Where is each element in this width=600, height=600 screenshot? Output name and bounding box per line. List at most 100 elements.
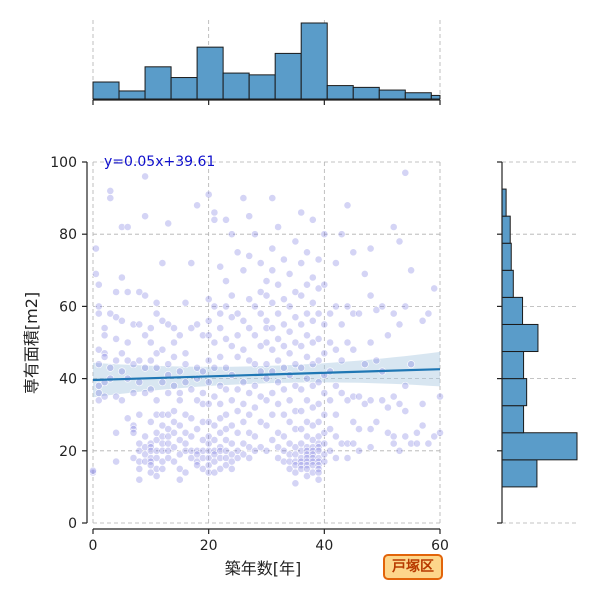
scatter-point xyxy=(279,457,288,466)
regression-line xyxy=(92,368,441,382)
scatter-point xyxy=(268,266,277,275)
scatter-point xyxy=(222,385,230,394)
y-tick-label: 40 xyxy=(59,372,77,388)
scatter-point xyxy=(256,342,265,350)
scatter-point xyxy=(314,309,323,318)
scatter-point xyxy=(135,320,144,329)
scatter-point xyxy=(360,360,369,369)
x-histogram-bar xyxy=(196,46,224,100)
scatter-point xyxy=(129,360,138,369)
scatter-point xyxy=(372,356,381,365)
scatter-point xyxy=(141,432,149,441)
scatter-point xyxy=(366,338,375,347)
scatter-point xyxy=(262,338,271,347)
scatter-point xyxy=(141,212,149,221)
scatter-point xyxy=(303,352,311,361)
scatter-point xyxy=(129,428,138,437)
scatter-point xyxy=(170,407,178,415)
scatter-point xyxy=(314,475,323,484)
scatter-point xyxy=(326,446,334,455)
scatter-point xyxy=(412,428,421,437)
scatter-point xyxy=(436,392,444,401)
scatter-point xyxy=(245,251,254,260)
scatter-point xyxy=(193,425,201,433)
scatter-point xyxy=(210,392,219,401)
scatter-point xyxy=(320,320,329,329)
scatter-point xyxy=(222,277,230,285)
scatter-point xyxy=(326,367,334,376)
scatter-point xyxy=(303,432,311,441)
scatter-point xyxy=(250,331,259,340)
scatter-point xyxy=(118,367,126,376)
scatter-point xyxy=(187,432,196,441)
scatter-point xyxy=(279,295,288,304)
scatter-point xyxy=(239,450,248,459)
scatter-point xyxy=(401,381,410,390)
scatter-point xyxy=(250,381,259,390)
scatter-point xyxy=(303,280,311,289)
scatter-point xyxy=(158,410,167,419)
scatter-point xyxy=(233,428,242,437)
scatter-point xyxy=(245,295,254,304)
scatter-point xyxy=(123,338,132,347)
scatter-point xyxy=(152,309,161,318)
scatter-point xyxy=(337,389,346,397)
scatter-point xyxy=(297,291,306,300)
scatter-point xyxy=(250,403,259,412)
scatter-point xyxy=(181,468,190,477)
y-axis-title: 専有面積[m2] xyxy=(22,292,41,394)
scatter-point xyxy=(279,363,288,372)
regression-line-layer xyxy=(92,368,441,382)
scatter-point xyxy=(193,201,201,210)
scatter-point xyxy=(297,342,306,350)
x-axis-title: 築年数[年] xyxy=(225,559,302,578)
scatter-point xyxy=(106,363,115,372)
scatter-point xyxy=(383,331,392,340)
scatter-point xyxy=(245,356,254,365)
scatter-point xyxy=(343,338,352,347)
scatter-point xyxy=(175,367,184,376)
scatter-point xyxy=(123,223,132,231)
scatter-point xyxy=(262,277,271,285)
scatter-point xyxy=(268,389,277,397)
scatter-point xyxy=(245,410,254,419)
scatter-point xyxy=(250,360,259,369)
scatter-point xyxy=(204,399,213,408)
scatter-point xyxy=(245,212,254,221)
scatter-point xyxy=(430,432,439,441)
scatter-point xyxy=(308,468,317,477)
y-histogram-bar xyxy=(501,378,528,407)
scatter-point xyxy=(424,439,433,448)
scatter-point xyxy=(308,316,317,325)
scatter-point xyxy=(106,194,115,202)
scatter-point xyxy=(320,439,329,448)
scatter-point xyxy=(245,428,254,437)
axes-layer: 0 20 40 60 0 20 40 60 80 100 xyxy=(50,99,503,554)
scatter-point xyxy=(262,291,271,300)
y-tick-label: 100 xyxy=(50,155,77,171)
scatter-point xyxy=(210,457,219,466)
scatter-point xyxy=(308,273,317,282)
x-histogram-bar xyxy=(248,74,276,100)
x-tick-label: 20 xyxy=(200,538,218,554)
scatter-point xyxy=(135,475,144,484)
scatter-point xyxy=(424,309,433,318)
scatter-point xyxy=(303,248,311,257)
scatter-point xyxy=(164,410,173,419)
scatter-point xyxy=(170,381,178,390)
y-histogram-bar xyxy=(501,459,538,488)
scatter-point xyxy=(216,381,225,390)
y-tick-label: 20 xyxy=(59,444,77,460)
scatter-point xyxy=(268,345,277,354)
scatter-point xyxy=(181,439,190,448)
scatter-point xyxy=(314,284,323,293)
y-histogram-bar xyxy=(501,269,514,298)
scatter-point xyxy=(274,223,282,231)
y-histogram-bar xyxy=(501,296,524,325)
y-tick-label: 80 xyxy=(59,227,77,243)
regression-equation-label: y=0.05x+39.61 xyxy=(104,154,215,170)
scatter-point xyxy=(112,334,120,343)
scatter-point xyxy=(279,255,288,264)
scatter-point xyxy=(343,201,352,210)
